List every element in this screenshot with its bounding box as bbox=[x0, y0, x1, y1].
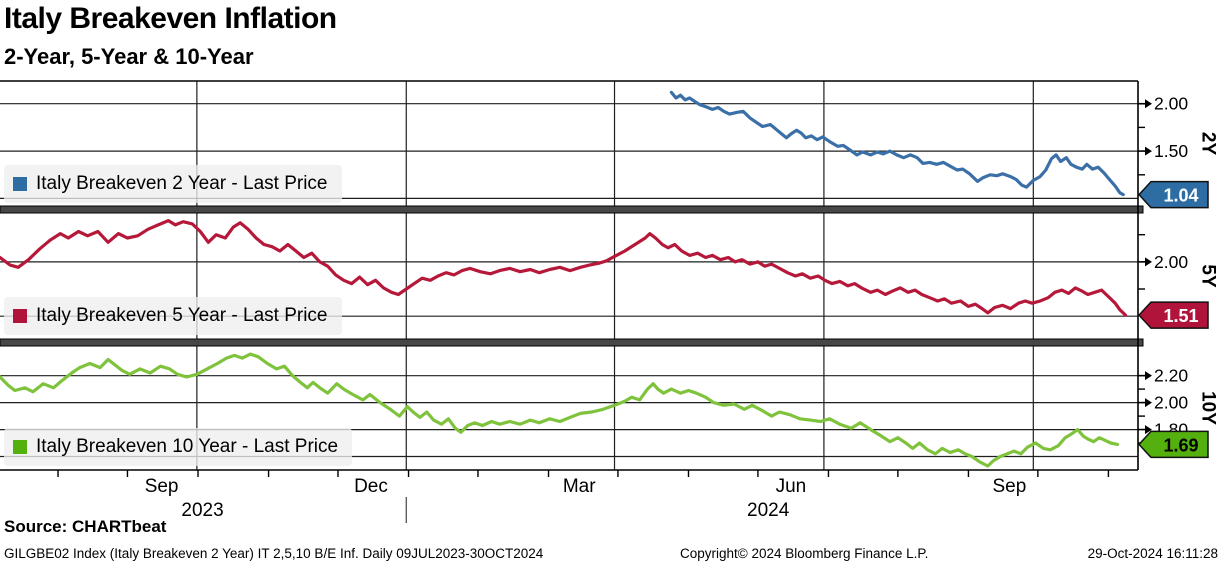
y-tick-arrow-icon bbox=[1145, 398, 1152, 408]
chart-subtitle: 2-Year, 5-Year & 10-Year bbox=[4, 44, 254, 69]
x-year-label: 2024 bbox=[747, 500, 790, 521]
y-tick-arrow-icon bbox=[1145, 425, 1152, 435]
x-month-label: Sep bbox=[145, 476, 179, 497]
x-year-label: 2023 bbox=[181, 500, 223, 521]
footer-copyright: Copyright© 2024 Bloomberg Finance L.P. bbox=[680, 546, 929, 561]
y-tick-label: 2.00 bbox=[1154, 94, 1188, 114]
panel-separator bbox=[0, 338, 1144, 347]
y-tick-label: 2.00 bbox=[1154, 252, 1188, 272]
last-price-value-2y: 1.04 bbox=[1163, 186, 1198, 206]
last-price-tag-2y bbox=[1137, 180, 1209, 209]
last-price-value-5y: 1.51 bbox=[1163, 306, 1198, 326]
legend-swatch-10y-icon bbox=[13, 440, 27, 454]
axis-title-10y: 10Y bbox=[1198, 391, 1219, 425]
series-line-5y bbox=[0, 219, 1128, 317]
y-tick-arrow-icon bbox=[1145, 257, 1152, 267]
legend-10y: Italy Breakeven 10 Year - Last Price bbox=[4, 428, 353, 466]
footer-timestamp: 29-Oct-2024 16:11:28 bbox=[1087, 546, 1218, 561]
legend-swatch-5y-icon bbox=[13, 309, 27, 323]
last-price-tag-10y bbox=[1137, 430, 1209, 459]
x-month-label: Mar bbox=[563, 476, 596, 497]
x-month-label: Sep bbox=[992, 476, 1026, 497]
legend-swatch-2y-icon bbox=[13, 177, 27, 191]
legend-2y: Italy Breakeven 2 Year - Last Price bbox=[4, 165, 342, 203]
legend-5y: Italy Breakeven 5 Year - Last Price bbox=[4, 297, 342, 335]
y-tick-arrow-icon bbox=[1145, 146, 1152, 156]
y-tick-arrow-icon bbox=[1145, 99, 1152, 109]
axis-title-2y: 2Y bbox=[1198, 132, 1219, 156]
axis-title-5y: 5Y bbox=[1198, 264, 1219, 288]
y-tick-arrow-icon bbox=[1145, 371, 1152, 381]
legend-label-5y: Italy Breakeven 5 Year - Last Price bbox=[36, 305, 328, 326]
footer-ticker-description: GILGBE02 Index (Italy Breakeven 2 Year) … bbox=[4, 546, 544, 561]
x-month-label: Jun bbox=[776, 476, 807, 497]
y-tick-label: 2.00 bbox=[1154, 393, 1188, 413]
legend-label-2y: Italy Breakeven 2 Year - Last Price bbox=[36, 173, 328, 194]
last-price-tag-5y bbox=[1137, 301, 1209, 329]
y-tick-label: 2.20 bbox=[1154, 366, 1188, 386]
series-line-2y bbox=[669, 90, 1125, 197]
y-tick-label: 1.50 bbox=[1154, 141, 1188, 161]
source-label: Source: CHARTbeat bbox=[4, 517, 167, 536]
x-month-label: Dec bbox=[354, 476, 388, 497]
chart-title: Italy Breakeven Inflation bbox=[4, 2, 337, 35]
legend-label-10y: Italy Breakeven 10 Year - Last Price bbox=[36, 436, 339, 457]
last-price-value-10y: 1.69 bbox=[1163, 435, 1198, 455]
series-line-10y bbox=[0, 352, 1120, 468]
panel-separator bbox=[0, 205, 1144, 214]
